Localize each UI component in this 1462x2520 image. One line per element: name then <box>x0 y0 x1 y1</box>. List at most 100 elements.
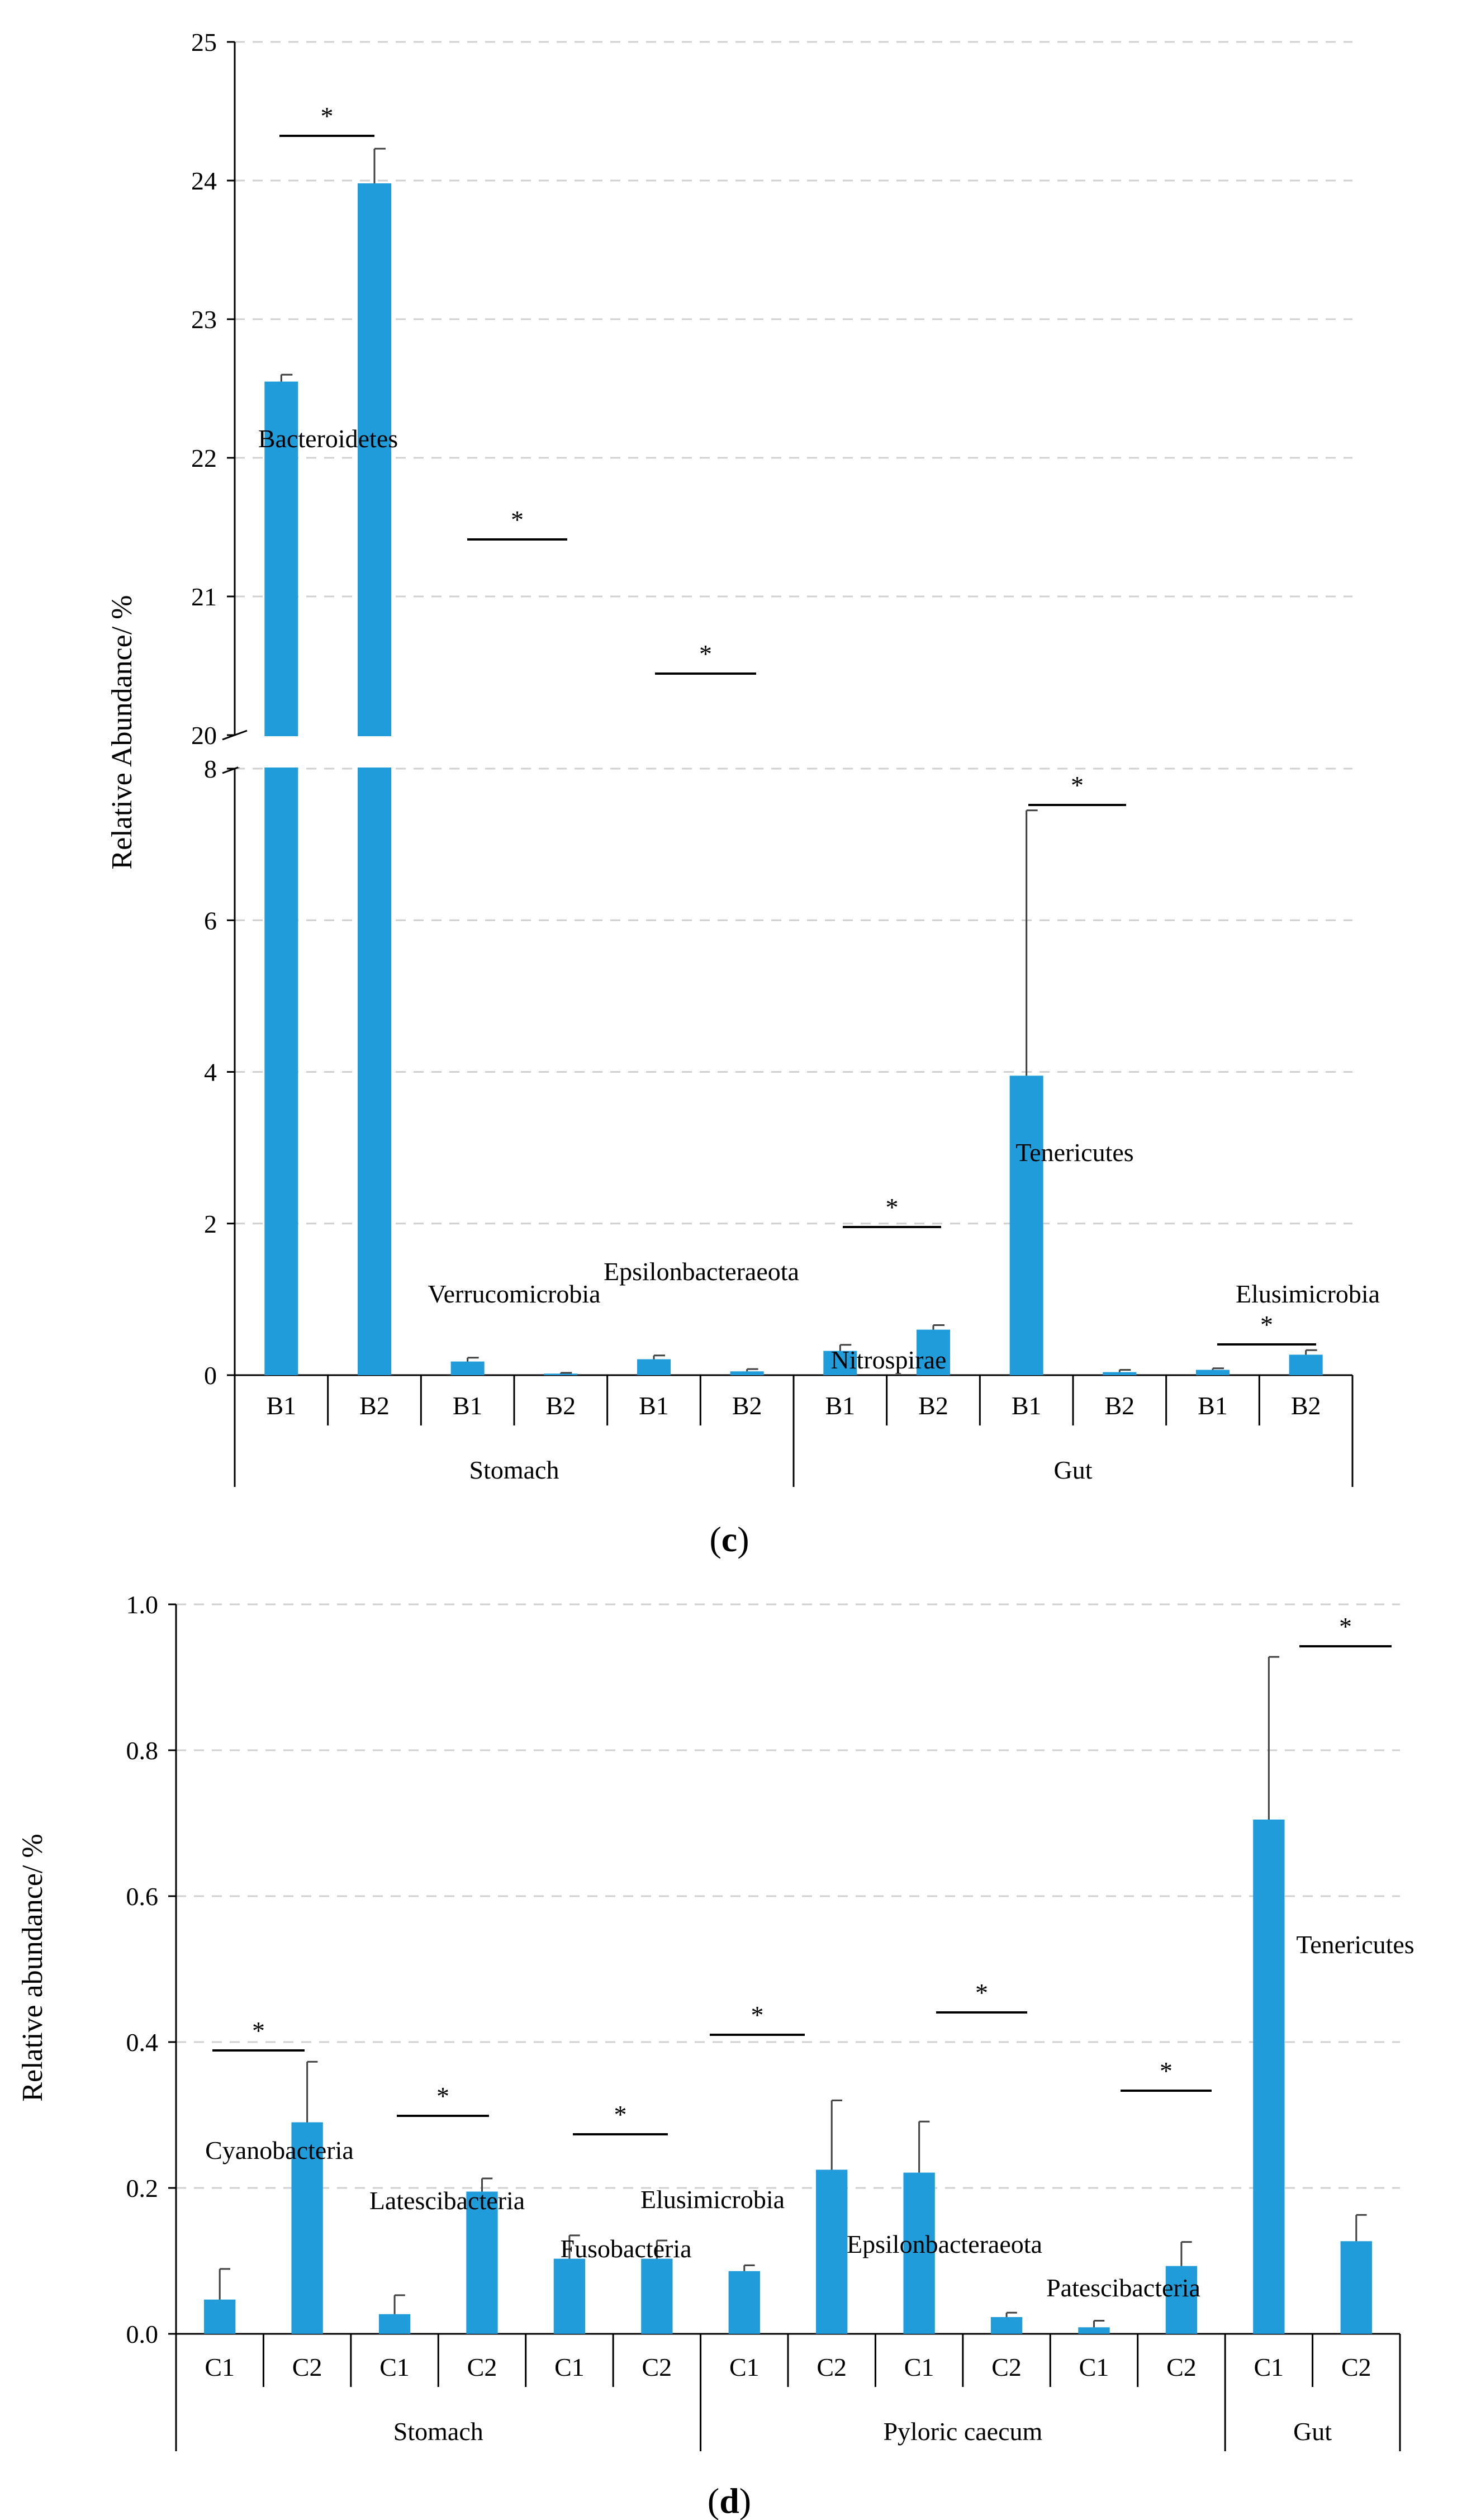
significance-star: * <box>1071 771 1084 799</box>
y-tick-label: 0.8 <box>126 1736 159 1765</box>
y-tick-label: 6 <box>204 906 217 935</box>
y-axis-title: Relative Abundance/ % <box>106 595 138 870</box>
significance-star: * <box>751 2001 764 2029</box>
significance-star: * <box>1339 1612 1352 1641</box>
bar <box>816 2170 848 2334</box>
phylum-label: Latescibacteria <box>369 2186 525 2215</box>
y-tick-label: 0.6 <box>126 1882 159 1911</box>
bar <box>204 2299 236 2334</box>
x-category-label: B1 <box>825 1391 855 1420</box>
x-category-label: B2 <box>1104 1391 1135 1420</box>
phylum-label: Elusimicrobia <box>640 2185 785 2214</box>
significance-star: * <box>252 2016 265 2045</box>
bar <box>1196 1370 1230 1375</box>
panel-label: (d) <box>708 2481 751 2520</box>
y-tick-label: 1.0 <box>126 1590 159 1619</box>
x-category-label: B2 <box>1291 1391 1321 1420</box>
bar <box>903 2172 935 2334</box>
y-tick-label: 20 <box>191 721 217 750</box>
y-tick-label: 25 <box>191 28 217 56</box>
x-category-label: C2 <box>817 2353 847 2381</box>
y-tick-label: 0.4 <box>126 2028 159 2057</box>
bar <box>1253 1819 1285 2334</box>
y-tick-label: 23 <box>191 305 217 334</box>
x-category-label: C1 <box>554 2353 585 2381</box>
significance-star: * <box>614 2100 627 2129</box>
panel-letter: c <box>721 1519 737 1559</box>
x-category-label: B1 <box>453 1391 483 1420</box>
bar <box>544 1373 578 1375</box>
axis-break-gap <box>238 736 1356 768</box>
significance-star: * <box>699 640 712 668</box>
significance-star: * <box>511 505 524 534</box>
bar <box>1165 2266 1198 2334</box>
significance-star: * <box>975 1978 988 2007</box>
phylum-label: Verrucomicrobia <box>428 1280 600 1308</box>
x-category-label: C1 <box>379 2353 410 2381</box>
bar <box>637 1359 671 1375</box>
axis-break-mark <box>222 730 248 741</box>
x-category-label: B2 <box>359 1391 390 1420</box>
bar <box>358 183 391 1376</box>
bar <box>1289 1354 1323 1375</box>
bar <box>1078 2327 1110 2334</box>
x-category-label: B2 <box>732 1391 762 1420</box>
chart-panel-d: 0.0 0.2 0.4 0.6 0.8 1.0 Relative abundance/ % C… <box>17 1590 1414 2520</box>
phylum-label: Tenericutes <box>1296 1930 1414 1959</box>
x-category-label: C2 <box>292 2353 322 2381</box>
y-axis-title: Relative abundance/ % <box>17 1834 49 2101</box>
bar <box>641 2258 673 2334</box>
bar <box>917 1329 950 1375</box>
y-tick-label: 24 <box>191 167 217 195</box>
bar <box>264 381 298 1375</box>
x-category-label: B2 <box>918 1391 948 1420</box>
bar <box>1340 2241 1372 2334</box>
phylum-label: Epsilonbacteraeota <box>847 2230 1042 2258</box>
phylum-label: Tenericutes <box>1015 1138 1133 1167</box>
bar <box>823 1351 857 1375</box>
y-tick-label: 8 <box>204 755 217 783</box>
significance-star: * <box>886 1193 899 1221</box>
phylum-label: Patescibacteria <box>1046 2273 1200 2302</box>
bar <box>450 1361 485 1375</box>
x-category-label: B1 <box>1198 1391 1228 1420</box>
x-category-label: B1 <box>1012 1391 1042 1420</box>
y-tick-label: 0 <box>204 1361 217 1390</box>
x-category-label: C1 <box>729 2353 760 2381</box>
bar <box>1103 1372 1137 1375</box>
bar <box>990 2317 1023 2334</box>
x-category-label: B1 <box>266 1391 296 1420</box>
y-tick-label: 0.0 <box>126 2320 159 2348</box>
significance-star: * <box>321 102 334 130</box>
x-group-label: Stomach <box>469 1456 559 1484</box>
x-category-label: C1 <box>205 2353 235 2381</box>
y-tick-label: 2 <box>204 1210 217 1238</box>
panel-letter: d <box>719 2481 739 2520</box>
x-group-label: Gut <box>1054 1456 1093 1484</box>
significance-star: * <box>1260 1310 1273 1339</box>
panel-paren: ( <box>709 1519 721 1559</box>
x-group-label: Gut <box>1293 2417 1332 2446</box>
panel-label: (c) <box>709 1519 749 1559</box>
x-category-label: B2 <box>545 1391 576 1420</box>
phylum-label: Bacteroidetes <box>258 424 398 453</box>
y-tick-label: 21 <box>191 582 217 611</box>
significance-star: * <box>436 2082 449 2110</box>
phylum-label: Nitrospirae <box>831 1346 947 1374</box>
bar <box>728 2271 760 2334</box>
x-group-label: Stomach <box>393 2417 483 2446</box>
bar <box>553 2258 586 2334</box>
panel-paren: ) <box>739 2481 751 2520</box>
y-tick-label: 22 <box>191 444 217 472</box>
bar <box>291 2122 323 2334</box>
phylum-label: Epsilonbacteraeota <box>604 1257 799 1286</box>
phylum-label: Elusimicrobia <box>1236 1280 1380 1308</box>
phylum-label: Cyanobacteria <box>205 2136 354 2164</box>
panel-paren: ) <box>737 1519 749 1559</box>
x-category-label: C1 <box>1079 2353 1109 2381</box>
panel-paren: ( <box>708 2481 719 2520</box>
bar <box>466 2191 498 2334</box>
x-category-label: C2 <box>1166 2353 1197 2381</box>
